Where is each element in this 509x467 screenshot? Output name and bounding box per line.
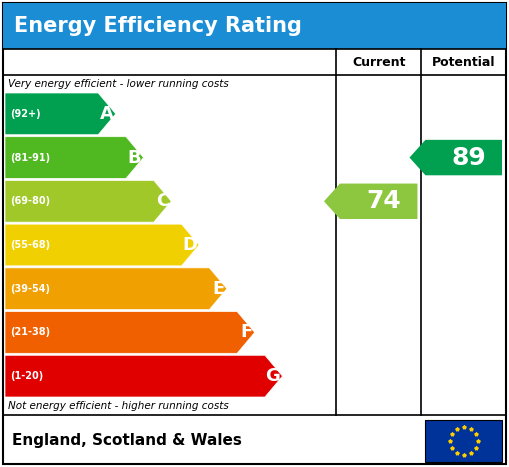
Polygon shape: [5, 311, 254, 354]
Bar: [3, 3, 506, 49]
Text: E: E: [213, 280, 225, 298]
Polygon shape: [5, 180, 171, 222]
Text: G: G: [266, 367, 280, 385]
Polygon shape: [5, 93, 116, 134]
Text: (81-91): (81-91): [10, 153, 50, 163]
Text: A: A: [100, 105, 114, 123]
Text: (55-68): (55-68): [10, 240, 50, 250]
Text: C: C: [156, 192, 169, 210]
Text: D: D: [182, 236, 197, 254]
Polygon shape: [5, 224, 199, 266]
Polygon shape: [5, 355, 282, 397]
Text: F: F: [240, 324, 252, 341]
Text: Not energy efficient - higher running costs: Not energy efficient - higher running co…: [8, 401, 229, 411]
Text: (21-38): (21-38): [10, 327, 50, 338]
Text: Very energy efficient - lower running costs: Very energy efficient - lower running co…: [8, 79, 229, 89]
Text: Current: Current: [352, 56, 406, 69]
Text: (92+): (92+): [10, 109, 41, 119]
Text: Potential: Potential: [432, 56, 495, 69]
Text: (39-54): (39-54): [10, 284, 50, 294]
Text: B: B: [128, 149, 142, 167]
Text: (1-20): (1-20): [10, 371, 43, 381]
Polygon shape: [5, 268, 227, 310]
Text: (69-80): (69-80): [10, 196, 50, 206]
Bar: [426, 420, 502, 462]
Text: England, Scotland & Wales: England, Scotland & Wales: [12, 433, 242, 448]
Polygon shape: [5, 137, 144, 178]
Text: 89: 89: [451, 146, 486, 170]
Text: Energy Efficiency Rating: Energy Efficiency Rating: [14, 16, 302, 36]
Text: 74: 74: [366, 189, 401, 213]
Polygon shape: [324, 184, 417, 219]
Polygon shape: [410, 140, 502, 175]
